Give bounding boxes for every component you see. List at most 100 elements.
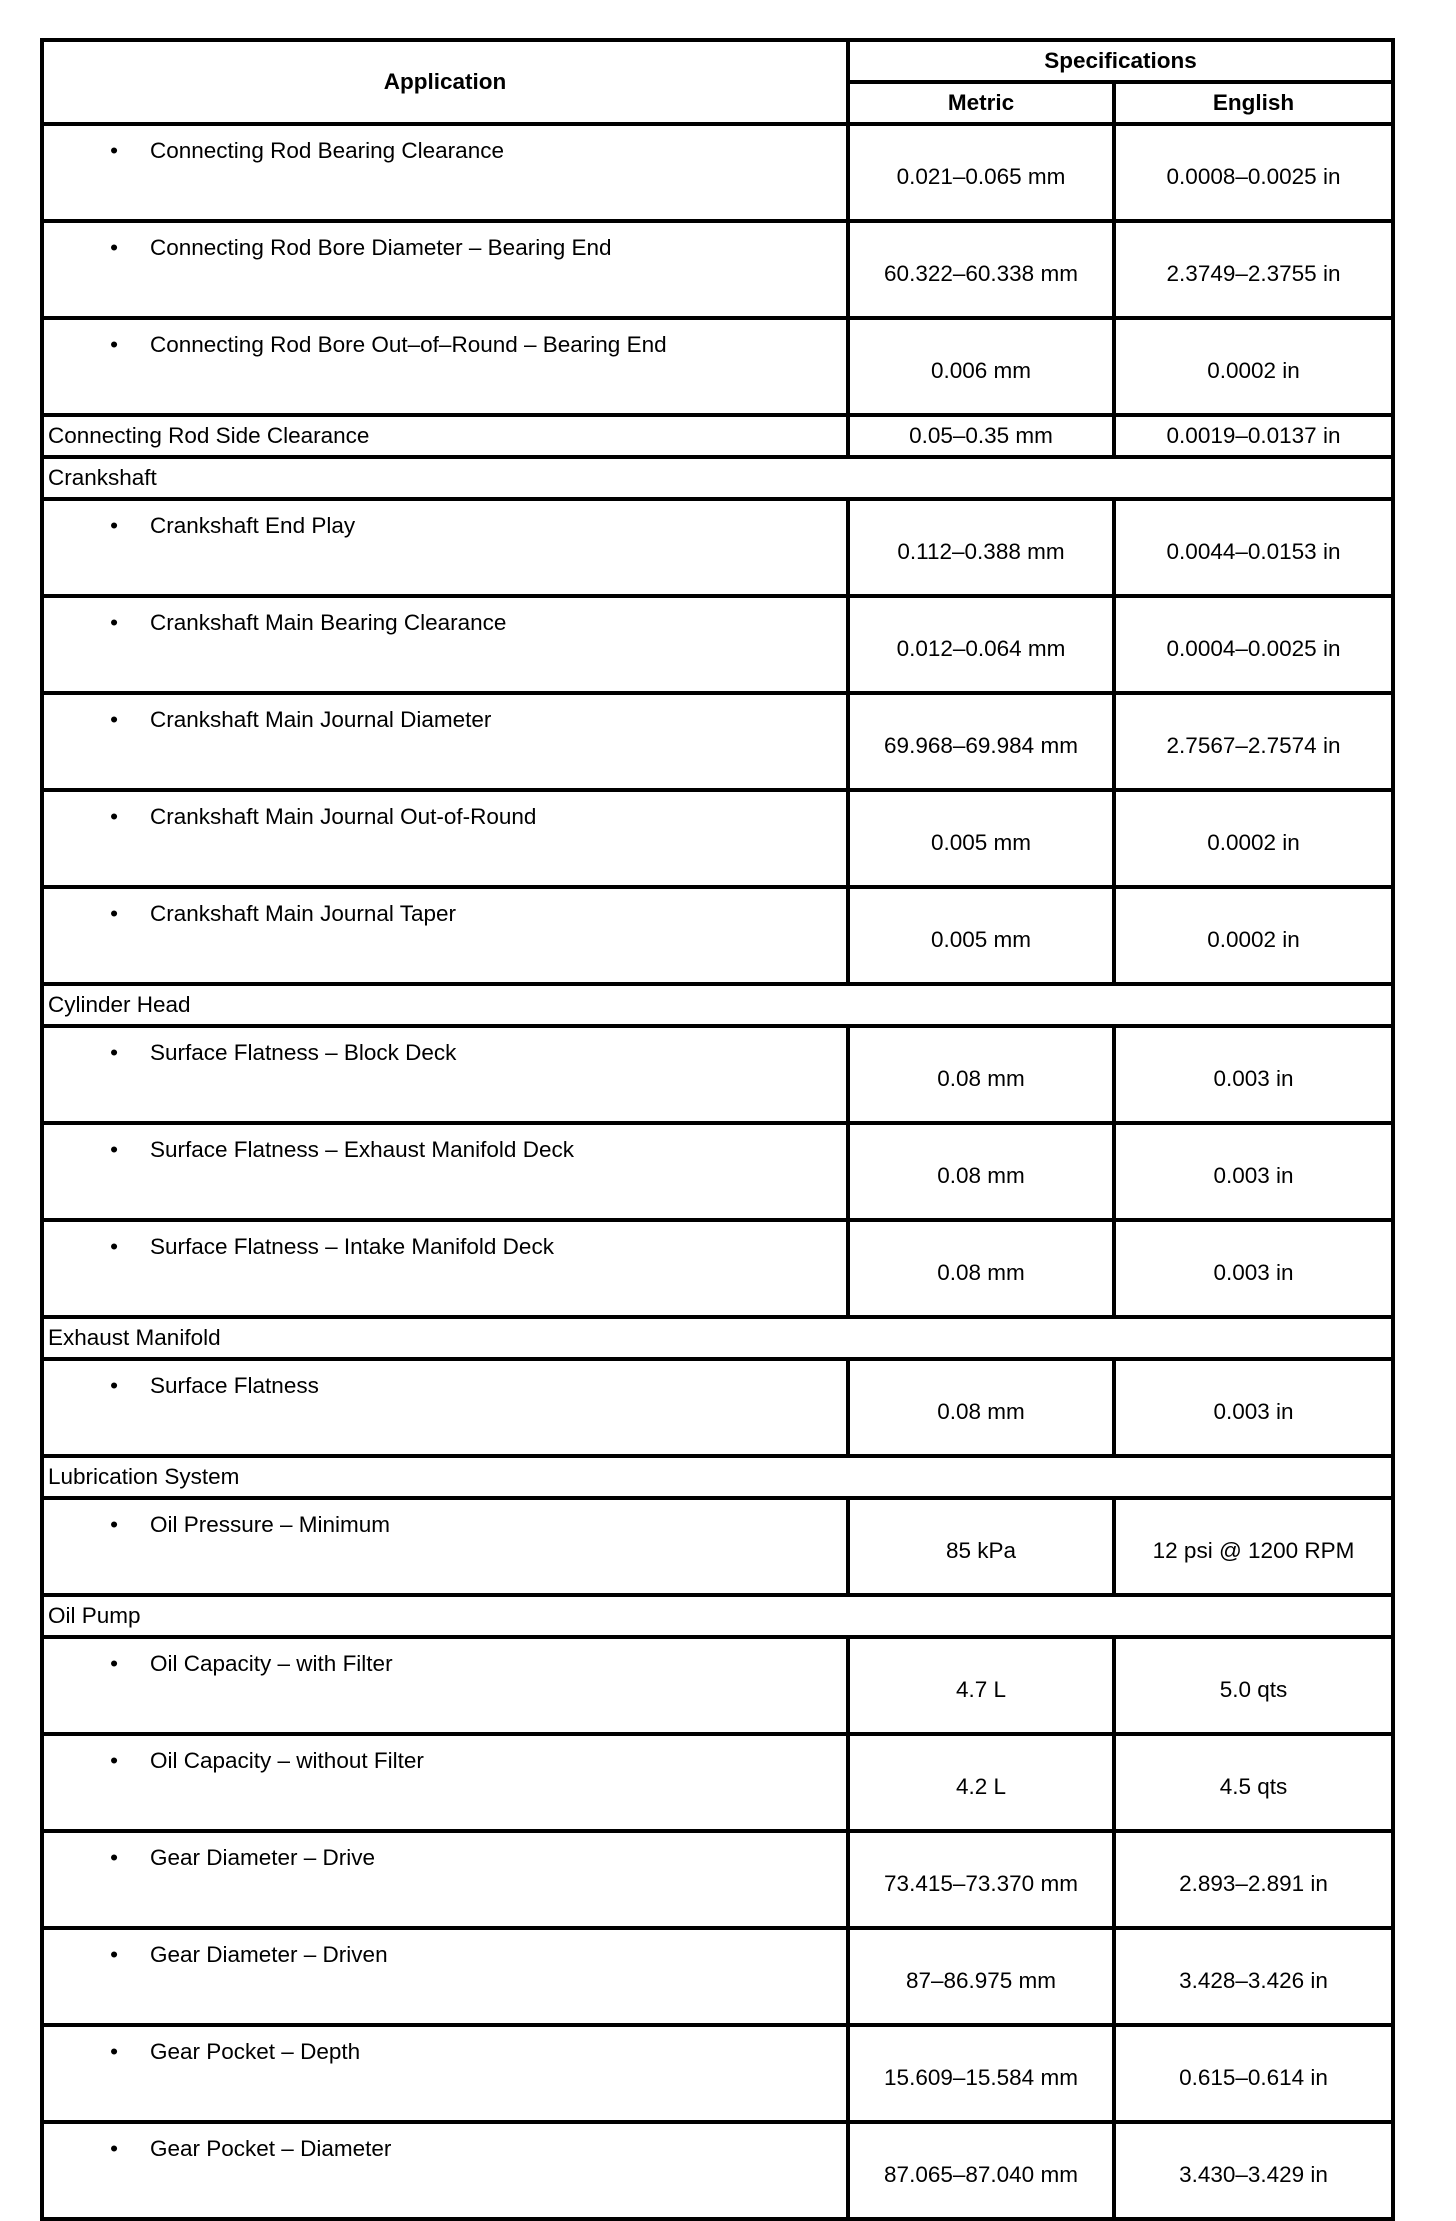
metric-value: 69.968–69.984 mm	[846, 691, 1116, 792]
table-row: • Oil Capacity – with Filter 4.7 L 5.0 qts	[40, 1635, 1396, 1736]
bullet-icon: •	[110, 235, 118, 260]
metric-value: 0.112–0.388 mm	[846, 497, 1116, 598]
english-value: 0.0008–0.0025 in	[1111, 122, 1396, 223]
english-value: 2.893–2.891 in	[1111, 1829, 1396, 1930]
header-metric: Metric	[846, 80, 1116, 126]
bullet-icon: •	[110, 1651, 118, 1676]
table-row: • Surface Flatness 0.08 mm 0.003 in	[40, 1357, 1396, 1458]
application-label: Gear Diameter – Drive	[150, 1845, 376, 1870]
english-value: 3.430–3.429 in	[1111, 2120, 1396, 2221]
english-value: 4.5 qts	[1111, 1732, 1396, 1833]
header-application: Application	[40, 38, 850, 126]
metric-value: 0.08 mm	[846, 1357, 1116, 1458]
metric-value: 4.7 L	[846, 1635, 1116, 1736]
metric-value: 87–86.975 mm	[846, 1926, 1116, 2027]
section-row: Exhaust Manifold	[39, 1315, 1396, 1361]
bullet-icon: •	[110, 513, 118, 538]
section-title: Lubrication System	[39, 1454, 1396, 1500]
english-value: 5.0 qts	[1111, 1635, 1396, 1736]
section-title: Cylinder Head	[39, 982, 1396, 1028]
application-cell: • Gear Diameter – Driven	[40, 1926, 850, 2027]
application-cell: • Gear Pocket – Depth	[40, 2023, 850, 2124]
application-cell: • Surface Flatness – Intake Manifold Deck	[40, 1218, 850, 1319]
specifications-table: Application Specifications Metric Englis…	[39, 38, 1396, 2221]
application-label: Surface Flatness – Intake Manifold Deck	[150, 1234, 554, 1259]
application-cell: • Surface Flatness – Block Deck	[40, 1024, 850, 1125]
application-label: Connecting Rod Bearing Clearance	[150, 138, 504, 163]
metric-value: 0.08 mm	[846, 1218, 1116, 1319]
header-english: English	[1111, 80, 1396, 126]
metric-value: 73.415–73.370 mm	[846, 1829, 1116, 1930]
application-cell: • Connecting Rod Bore Out–of–Round – Bear…	[40, 316, 850, 417]
table-row: • Gear Diameter – Driven 87–86.975 mm 3.428…	[40, 1926, 1396, 2027]
application-label: Gear Pocket – Diameter	[150, 2136, 392, 2161]
application-label: Connecting Rod Bore Diameter – Bearing E…	[150, 235, 612, 260]
english-value: 0.0004–0.0025 in	[1111, 594, 1396, 695]
section-title: Exhaust Manifold	[39, 1315, 1396, 1361]
english-value: 12 psi @ 1200 RPM	[1111, 1496, 1396, 1597]
bullet-icon: •	[110, 1373, 118, 1398]
english-value: 0.003 in	[1111, 1357, 1396, 1458]
application-cell: • Crankshaft Main Journal Out-of-Round	[40, 788, 850, 889]
table-row: • Crankshaft End Play 0.112–0.388 mm 0.0044…	[40, 497, 1396, 598]
application-label: Crankshaft End Play	[150, 513, 356, 538]
application-label: Surface Flatness – Exhaust Manifold Deck	[150, 1137, 574, 1162]
metric-value: 0.012–0.064 mm	[846, 594, 1116, 695]
application-cell: • Connecting Rod Bearing Clearance	[40, 122, 850, 223]
metric-value: 4.2 L	[846, 1732, 1116, 1833]
metric-value: 0.005 mm	[846, 885, 1116, 986]
english-value: 0.003 in	[1111, 1218, 1396, 1319]
metric-value: 60.322–60.338 mm	[846, 219, 1116, 320]
section-row: Lubrication System	[39, 1454, 1396, 1500]
english-value: 0.615–0.614 in	[1111, 2023, 1396, 2124]
section-row: Oil Pump	[39, 1593, 1396, 1639]
bullet-icon: •	[110, 332, 118, 357]
application-label: Surface Flatness	[150, 1373, 319, 1398]
table-row: • Surface Flatness – Intake Manifold Deck…	[40, 1218, 1396, 1319]
table-row: • Crankshaft Main Journal Out-of-Round 0.0…	[40, 788, 1396, 889]
table-row: • Crankshaft Main Journal Diameter 69.968–…	[40, 691, 1396, 792]
application-label: Gear Pocket – Depth	[150, 2039, 361, 2064]
application-cell: Connecting Rod Side Clearance	[40, 413, 850, 459]
application-cell: • Crankshaft End Play	[40, 497, 850, 598]
english-value: 0.003 in	[1111, 1121, 1396, 1222]
english-value: 0.003 in	[1111, 1024, 1396, 1125]
english-value: 0.0019–0.0137 in	[1111, 413, 1396, 459]
table-row: • Connecting Rod Bearing Clearance 0.021–0…	[40, 122, 1396, 223]
table-row: • Connecting Rod Bore Diameter – Bearing …	[40, 219, 1396, 320]
bullet-icon: •	[110, 1845, 118, 1870]
english-value: 0.0044–0.0153 in	[1111, 497, 1396, 598]
metric-value: 0.005 mm	[846, 788, 1116, 889]
bullet-icon: •	[110, 1512, 118, 1537]
table-row: • Gear Pocket – Diameter 87.065–87.040 mm 3…	[40, 2120, 1396, 2221]
table-row: • Crankshaft Main Journal Taper 0.005 mm 0.…	[40, 885, 1396, 986]
section-row: Cylinder Head	[39, 982, 1396, 1028]
section-title: Crankshaft	[39, 455, 1396, 501]
application-label: Surface Flatness – Block Deck	[150, 1040, 457, 1065]
application-cell: • Crankshaft Main Journal Diameter	[40, 691, 850, 792]
table-row: • Gear Diameter – Drive 73.415–73.370 mm 2.…	[40, 1829, 1396, 1930]
application-cell: • Oil Pressure – Minimum	[40, 1496, 850, 1597]
application-cell: • Gear Pocket – Diameter	[40, 2120, 850, 2221]
english-value: 0.0002 in	[1111, 885, 1396, 986]
bullet-icon: •	[110, 901, 118, 926]
section-row: Crankshaft	[39, 455, 1396, 501]
application-cell: • Oil Capacity – without Filter	[40, 1732, 850, 1833]
english-value: 0.0002 in	[1111, 788, 1396, 889]
application-cell: • Gear Diameter – Drive	[40, 1829, 850, 1930]
header-specifications: Specifications	[845, 38, 1396, 84]
english-value: 0.0002 in	[1111, 316, 1396, 417]
table-row: • Crankshaft Main Bearing Clearance 0.012–…	[40, 594, 1396, 695]
bullet-icon: •	[110, 138, 118, 163]
bullet-icon: •	[110, 1040, 118, 1065]
table-row: • Surface Flatness – Block Deck 0.08 mm 0.0…	[40, 1024, 1396, 1125]
metric-value: 0.08 mm	[846, 1024, 1116, 1125]
application-label: Oil Pressure – Minimum	[150, 1512, 391, 1537]
application-cell: • Crankshaft Main Bearing Clearance	[40, 594, 850, 695]
table-row: • Surface Flatness – Exhaust Manifold Dec…	[40, 1121, 1396, 1222]
application-cell: • Crankshaft Main Journal Taper	[40, 885, 850, 986]
application-cell: • Oil Capacity – with Filter	[40, 1635, 850, 1736]
bullet-icon: •	[110, 2039, 118, 2064]
application-label: Oil Capacity – without Filter	[150, 1748, 424, 1773]
table-body: • Connecting Rod Bearing Clearance 0.021–0…	[39, 122, 1396, 2221]
